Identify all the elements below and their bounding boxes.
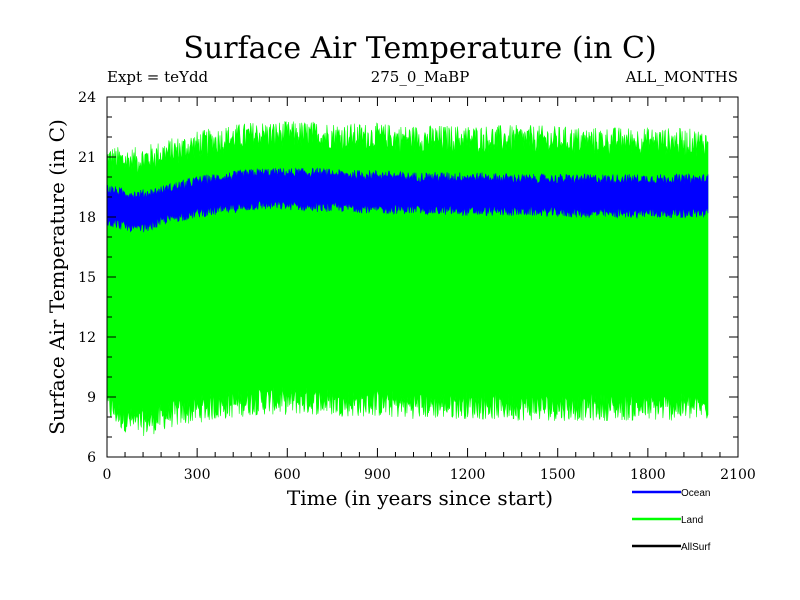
x-tick-label: 1800 xyxy=(630,467,666,483)
series-land-band xyxy=(106,121,709,437)
x-tick-label: 600 xyxy=(274,467,301,483)
axes: 0 300 600 900 1200 1500 1800 2100 6 9 12 15 18 21 24 xyxy=(78,90,756,483)
y-tick-label: 6 xyxy=(87,450,96,466)
y-tick-label: 24 xyxy=(78,90,96,106)
legend-label-ocean: Ocean xyxy=(681,488,710,499)
x-tick-label: 2100 xyxy=(720,467,756,483)
months-label: ALL_MONTHS xyxy=(625,68,738,86)
y-tick-label: 12 xyxy=(78,330,96,346)
period-label: 275_0_MaBP xyxy=(371,68,470,86)
experiment-label: Expt = teYdd xyxy=(107,68,209,86)
series-ocean-band xyxy=(106,167,709,233)
x-tick-label: 1200 xyxy=(450,467,486,483)
y-tick-label: 21 xyxy=(78,150,96,166)
x-tick-label: 0 xyxy=(103,467,112,483)
legend: Ocean Land AllSurf xyxy=(632,488,711,553)
x-tick-label: 900 xyxy=(364,467,391,483)
chart-title: Surface Air Temperature (in C) xyxy=(183,31,656,66)
plot-area xyxy=(106,121,709,437)
y-tick-label: 9 xyxy=(87,390,96,406)
x-tick-label: 300 xyxy=(184,467,211,483)
y-axis-label: Surface Air Temperature (in C) xyxy=(45,119,69,435)
x-axis-label: Time (in years since start) xyxy=(287,486,553,510)
x-tick-label: 1500 xyxy=(540,467,576,483)
legend-label-allsurf: AllSurf xyxy=(681,542,711,553)
y-tick-label: 15 xyxy=(78,270,96,286)
legend-label-land: Land xyxy=(681,515,703,526)
y-tick-label: 18 xyxy=(78,210,96,226)
